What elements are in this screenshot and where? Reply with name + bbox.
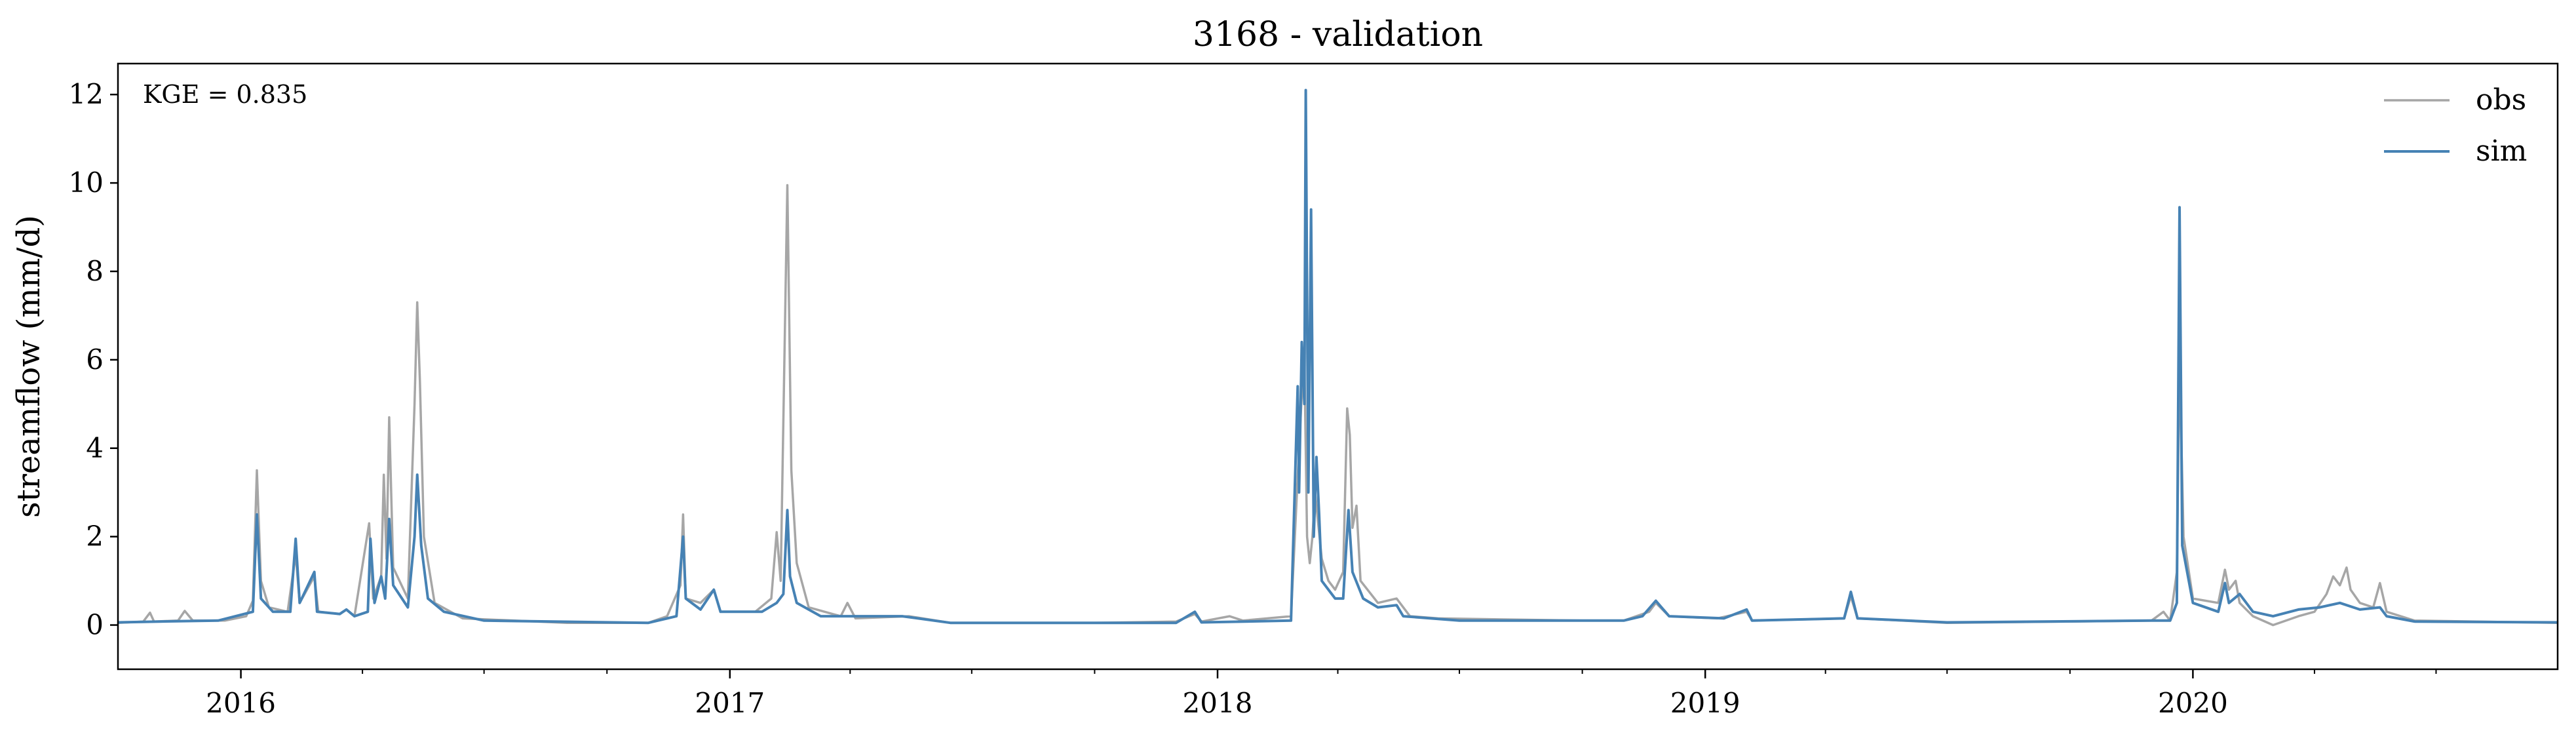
x-axis: 2016 2017 2018 2019 2020: [206, 669, 2437, 719]
x-tick-label: 2017: [695, 687, 765, 719]
series-line-obs: [117, 184, 2558, 627]
y-tick-label: 6: [86, 343, 104, 376]
y-tick-label: 8: [86, 255, 104, 287]
y-tick-label: 10: [69, 166, 104, 199]
series-line-sim: [117, 88, 2558, 625]
kge-annotation: KGE = 0.835: [143, 80, 307, 109]
plot-area: 2016 2017 2018 2019 2020 0 2 4 6 8 10 12 KGE = 0.8…: [69, 62, 2559, 719]
legend-label-obs: obs: [2476, 83, 2526, 117]
y-tick-label: 4: [86, 432, 104, 464]
y-axis-label: streamflow (mm/d): [10, 215, 47, 518]
y-tick-label: 0: [86, 609, 104, 641]
chart-title: 3168 - validation: [1193, 15, 1483, 54]
plot-frame: [117, 62, 2559, 671]
legend: obs sim: [2384, 83, 2527, 168]
x-tick-label: 2018: [1183, 687, 1253, 719]
legend-label-sim: sim: [2476, 134, 2527, 168]
x-tick-label: 2020: [2158, 687, 2228, 719]
x-tick-label: 2019: [1670, 687, 1740, 719]
y-tick-label: 2: [86, 520, 104, 553]
series-layer: [117, 88, 2558, 627]
y-axis: 0 2 4 6 8 10 12: [69, 78, 118, 641]
x-tick-label: 2016: [206, 687, 276, 719]
y-tick-label: 12: [69, 78, 104, 110]
